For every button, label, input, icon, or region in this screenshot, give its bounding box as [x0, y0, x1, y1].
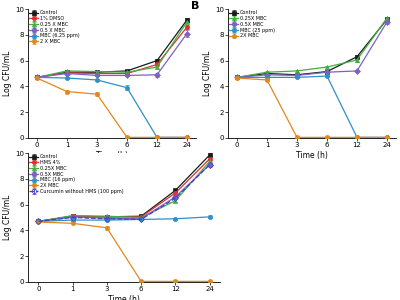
- X-axis label: Time (h): Time (h): [108, 295, 140, 300]
- Y-axis label: Log CFU/mL: Log CFU/mL: [203, 51, 212, 96]
- Legend: Control, HMS 4%, 0.25X MBC, 0.5X MBC, MBC (16 ppm), 2X MBC, Curcumin without HMS: Control, HMS 4%, 0.25X MBC, 0.5X MBC, MB…: [29, 154, 124, 194]
- Y-axis label: Log CFU/mL: Log CFU/mL: [3, 195, 12, 240]
- X-axis label: Time (h): Time (h): [296, 151, 328, 160]
- Legend: Control, 1% DMSO, 0.25 X MBC, 0.5 X MBC, MBC (6.25 ppm), 2 X MBC: Control, 1% DMSO, 0.25 X MBC, 0.5 X MBC,…: [29, 10, 80, 45]
- Y-axis label: Log CFU/mL: Log CFU/mL: [3, 51, 12, 96]
- Legend: Control, 0.25X MBC, 0.5X MBC, MBC (25 ppm), 2X MBC: Control, 0.25X MBC, 0.5X MBC, MBC (25 pp…: [229, 10, 275, 39]
- X-axis label: Time (h): Time (h): [96, 151, 128, 160]
- Text: B: B: [191, 1, 200, 11]
